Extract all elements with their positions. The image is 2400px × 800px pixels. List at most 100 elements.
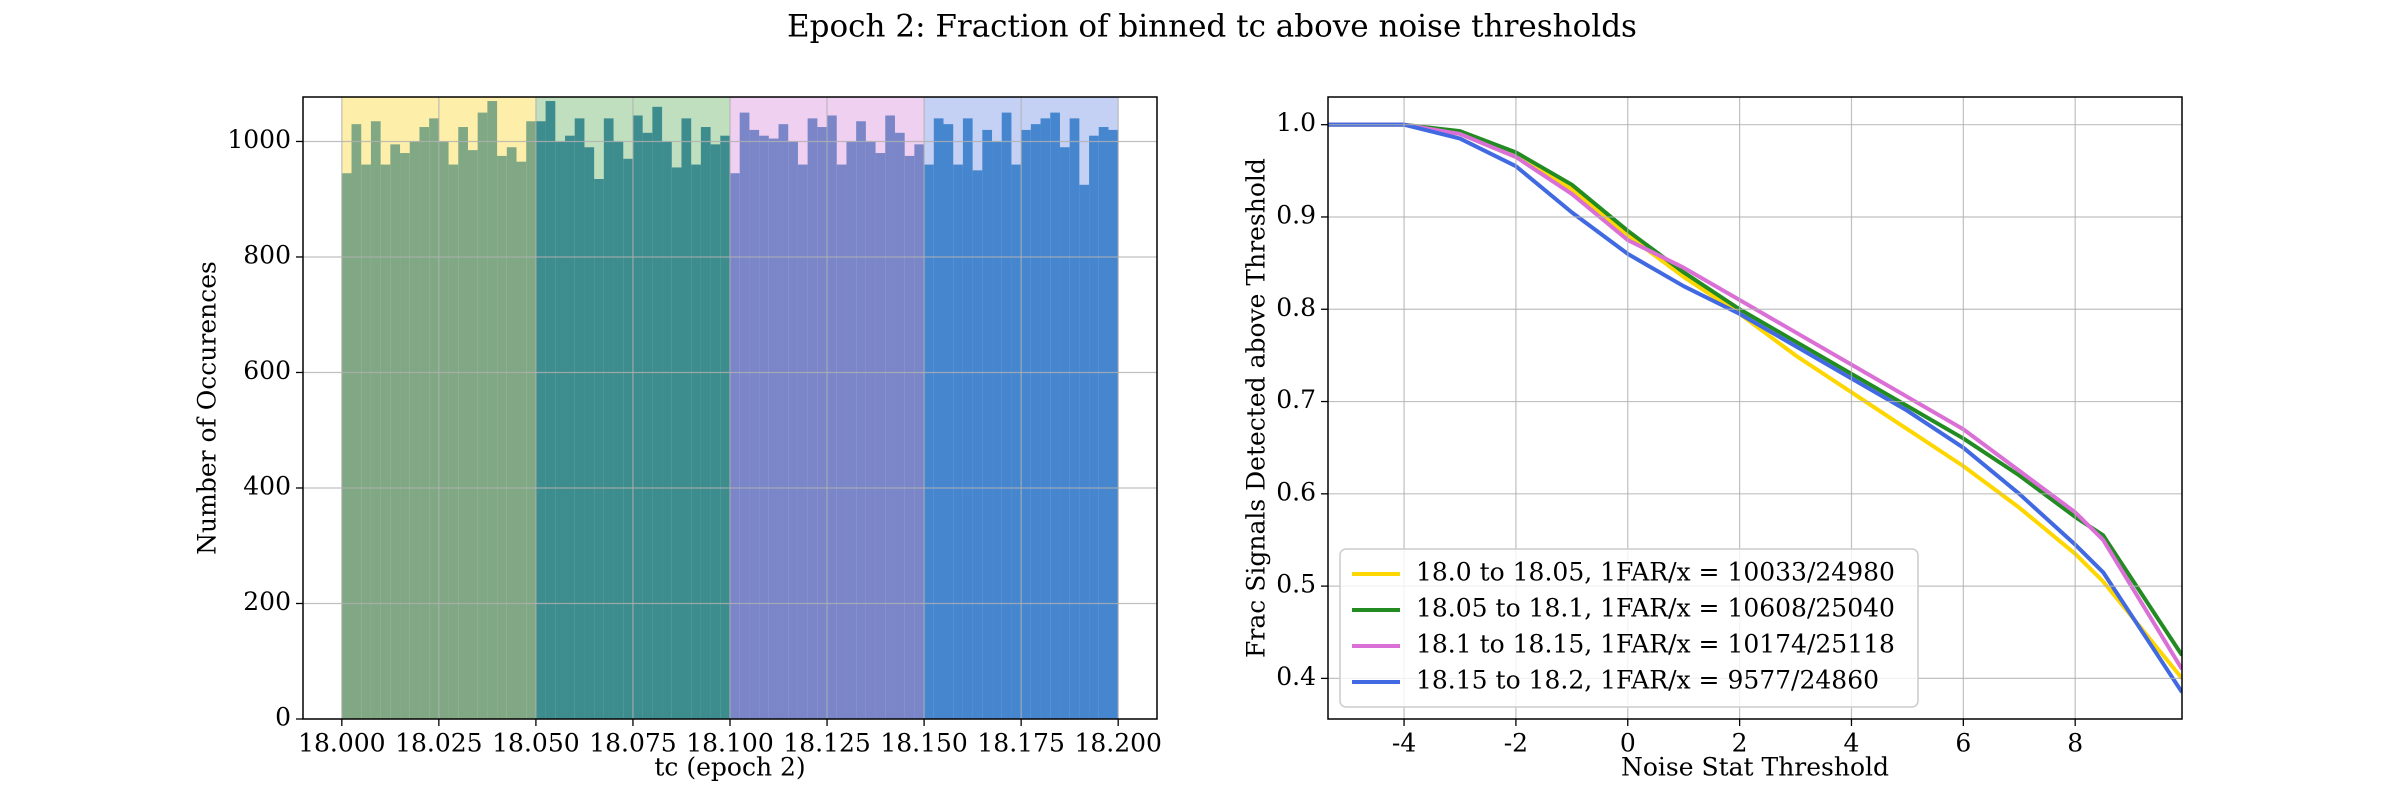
histogram-bar xyxy=(817,127,828,719)
histogram-bar xyxy=(972,170,983,719)
x-axis-label: Noise Stat Threshold xyxy=(1621,753,1889,782)
histogram-bar xyxy=(992,141,1002,719)
histogram-bar xyxy=(370,121,381,719)
histogram-bar xyxy=(1021,129,1031,719)
histogram-bar xyxy=(351,124,362,719)
histogram-bar xyxy=(535,121,546,719)
histogram-bar xyxy=(730,173,740,719)
x-tick-label: 6 xyxy=(1955,729,1971,758)
axes-frame xyxy=(302,96,1158,720)
histogram-bar xyxy=(836,164,847,719)
x-tick-label: 18.175 xyxy=(977,729,1064,758)
histogram-bar xyxy=(652,106,663,719)
histogram-bar xyxy=(438,141,449,719)
histogram-bar xyxy=(1040,118,1051,719)
histogram-bar xyxy=(467,150,478,719)
histogram-bar xyxy=(497,155,507,719)
histogram-bar xyxy=(458,127,468,719)
series-line xyxy=(1328,122,2182,657)
histogram-bar xyxy=(632,115,643,719)
x-tick-label: 18.075 xyxy=(589,729,676,758)
histogram-bar xyxy=(807,118,818,719)
y-tick-label: 0.4 xyxy=(1276,662,1316,691)
histogram-bar xyxy=(788,141,798,719)
histogram-bar xyxy=(1011,164,1022,719)
histogram-bar xyxy=(1050,112,1060,719)
x-tick-label: 0 xyxy=(1620,729,1636,758)
histogram-bar xyxy=(875,153,886,719)
histogram-bar xyxy=(1069,118,1080,719)
x-tick-label: 18.125 xyxy=(783,729,870,758)
y-tick-label: 0.6 xyxy=(1276,477,1316,506)
histogram-bar xyxy=(962,118,973,719)
histogram-bar xyxy=(613,141,624,719)
legend-label: 18.05 to 18.1, 1FAR/x = 10608/25040 xyxy=(1416,594,1895,623)
y-tick-label: 0.7 xyxy=(1276,385,1316,414)
histogram-bar xyxy=(555,141,566,719)
histogram-bar xyxy=(516,161,527,719)
histogram-bar xyxy=(700,127,711,719)
legend: 18.0 to 18.05, 1FAR/x = 10033/24980 18.05… xyxy=(1339,548,1919,708)
plot-area xyxy=(1328,122,2182,694)
histogram-bar xyxy=(526,121,536,719)
x-tick-label: 8 xyxy=(2067,729,2083,758)
histogram-bar xyxy=(390,144,401,719)
histogram-bar xyxy=(856,121,866,719)
histogram-bar xyxy=(778,124,789,719)
histogram-bar xyxy=(477,112,488,719)
histogram-bar xyxy=(1001,112,1012,719)
series-line xyxy=(1328,122,2182,671)
histogram-bar xyxy=(487,101,498,719)
x-tick-label: 18.200 xyxy=(1074,729,1161,758)
histogram-bar xyxy=(904,155,915,719)
histogram-bar xyxy=(594,179,604,719)
histogram-bar xyxy=(914,144,925,719)
histogram-bar xyxy=(924,164,934,719)
x-tick-label: -4 xyxy=(1392,729,1416,758)
x-axis-label: tc (epoch 2) xyxy=(654,753,805,782)
grid xyxy=(1328,97,2182,719)
histogram-bar xyxy=(671,167,682,719)
histogram-bar xyxy=(933,118,944,719)
x-tick-label: 18.100 xyxy=(686,729,773,758)
histogram-bar xyxy=(419,127,430,719)
histogram-bar xyxy=(448,164,459,719)
y-axis-label: Number of Occurences xyxy=(193,261,222,555)
figure-title: Epoch 2: Fraction of binned tc above noi… xyxy=(787,9,1637,45)
histogram-bar xyxy=(827,115,837,719)
x-tick-label: 2 xyxy=(1732,729,1748,758)
histogram-bar xyxy=(846,141,857,719)
y-tick-label: 200 xyxy=(243,587,291,616)
axes-frame xyxy=(1327,96,2183,720)
x-tick-label: 18.000 xyxy=(298,729,385,758)
histogram-bar xyxy=(1089,135,1099,719)
grid xyxy=(303,97,1157,719)
x-tick-label: 18.150 xyxy=(880,729,967,758)
series-line xyxy=(1328,122,2182,694)
histogram-bar xyxy=(797,164,808,719)
histogram-bar xyxy=(565,135,575,719)
histogram-bar xyxy=(623,158,633,719)
legend-label: 18.1 to 18.15, 1FAR/x = 10174/25118 xyxy=(1416,630,1895,659)
histogram-bar xyxy=(885,115,895,719)
y-tick-label: 1.0 xyxy=(1276,108,1316,137)
histogram-bar xyxy=(749,129,760,719)
y-tick-label: 1000 xyxy=(227,125,291,154)
x-tick-label: 18.025 xyxy=(395,729,482,758)
y-tick-label: 400 xyxy=(243,471,291,500)
histogram-bar xyxy=(429,118,439,719)
histogram-bar xyxy=(739,112,750,719)
y-tick-label: 0.9 xyxy=(1276,200,1316,229)
legend-label: 18.0 to 18.05, 1FAR/x = 10033/24980 xyxy=(1416,558,1895,587)
histogram-bar xyxy=(1030,124,1041,719)
histogram-bar xyxy=(506,147,517,719)
histogram-bar xyxy=(710,144,721,719)
y-tick-label: 800 xyxy=(243,240,291,269)
histogram-bar xyxy=(691,164,701,719)
x-tick-label: -2 xyxy=(1504,729,1528,758)
histogram-bar xyxy=(361,164,371,719)
legend-box xyxy=(1339,548,1919,708)
histogram-bar xyxy=(894,132,905,719)
y-tick-label: 0.8 xyxy=(1276,293,1316,322)
